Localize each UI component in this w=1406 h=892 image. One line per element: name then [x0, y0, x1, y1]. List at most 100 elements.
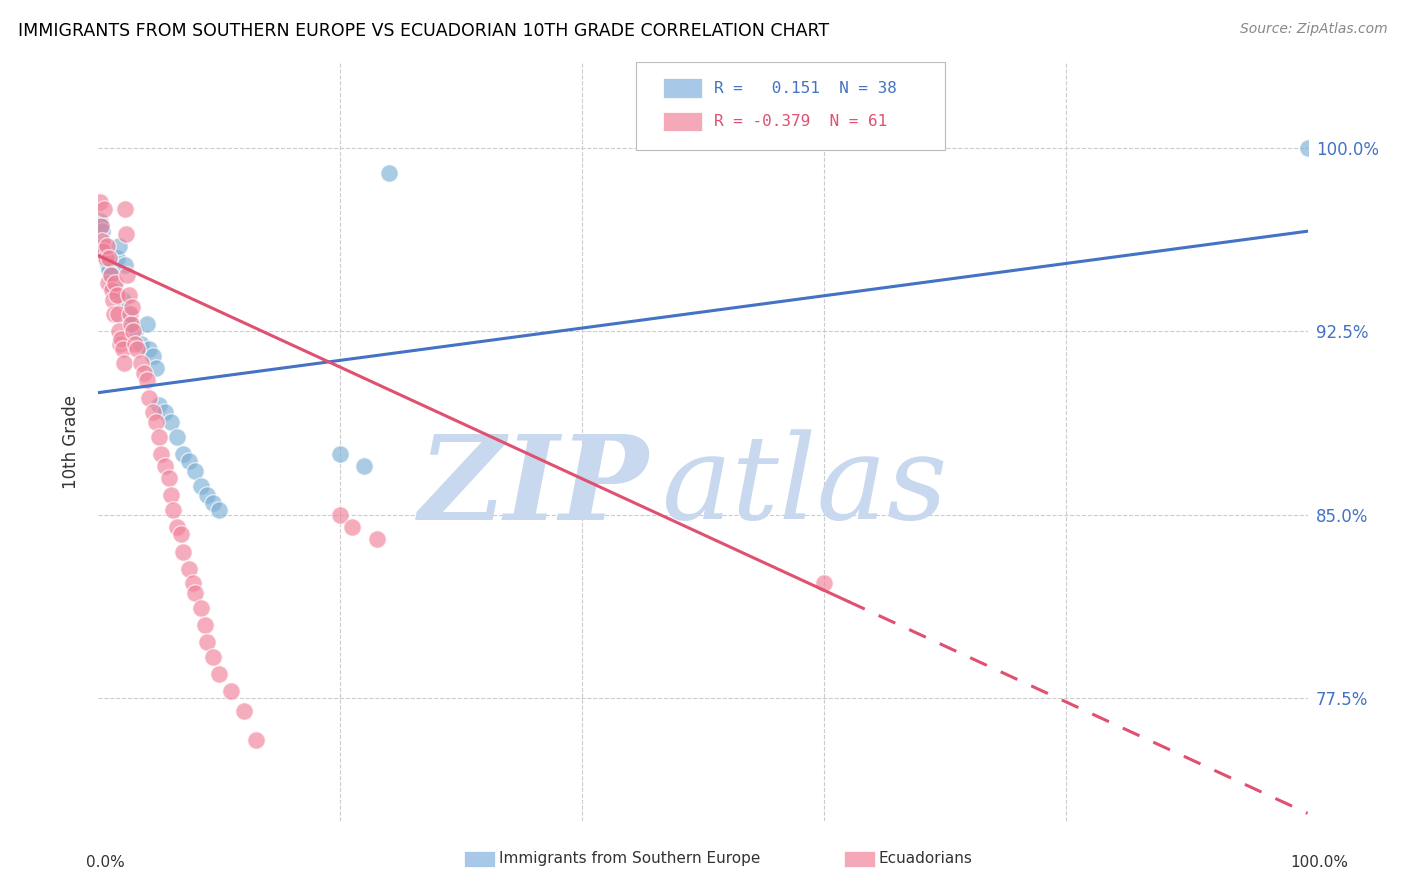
Text: Ecuadorians: Ecuadorians	[879, 852, 973, 866]
Point	[160, 488, 183, 502]
Point	[97, 276, 120, 290]
Point	[145, 415, 167, 429]
Point	[377, 165, 399, 179]
Text: 0.0%: 0.0%	[86, 855, 125, 870]
Point	[104, 276, 127, 290]
Point	[138, 342, 160, 356]
Point	[90, 219, 112, 234]
Point	[122, 325, 145, 339]
Point	[115, 227, 138, 241]
Point	[89, 214, 111, 228]
Point	[245, 733, 267, 747]
Point	[94, 249, 117, 263]
Point	[105, 251, 128, 265]
Point	[232, 704, 254, 718]
Text: IMMIGRANTS FROM SOUTHERN EUROPE VS ECUADORIAN 10TH GRADE CORRELATION CHART: IMMIGRANTS FROM SOUTHERN EUROPE VS ECUAD…	[18, 22, 830, 40]
Point	[135, 317, 157, 331]
Point	[172, 447, 194, 461]
Point	[142, 349, 165, 363]
Point	[202, 496, 225, 510]
Point	[190, 478, 212, 492]
Point	[135, 373, 157, 387]
Point	[169, 527, 191, 541]
Point	[105, 287, 128, 301]
Point	[208, 503, 231, 517]
Point	[172, 544, 194, 558]
Point	[103, 307, 125, 321]
Point	[89, 194, 111, 209]
Point	[118, 287, 141, 301]
Point	[179, 562, 201, 576]
Point	[184, 586, 207, 600]
Point	[108, 336, 131, 351]
Point	[342, 520, 364, 534]
Point	[118, 307, 141, 321]
Point	[120, 317, 142, 331]
Point	[145, 361, 167, 376]
Point	[366, 533, 388, 547]
Point	[148, 430, 170, 444]
Text: 100.0%: 100.0%	[1289, 855, 1348, 870]
Point	[93, 244, 115, 258]
Point	[124, 325, 146, 339]
Point	[101, 293, 124, 307]
Point	[153, 458, 176, 473]
Point	[91, 239, 114, 253]
Point	[162, 503, 184, 517]
Bar	[664, 78, 702, 98]
Point	[112, 356, 135, 370]
Point	[101, 278, 124, 293]
Point	[179, 454, 201, 468]
Point	[91, 224, 114, 238]
Point	[114, 202, 136, 217]
Point	[96, 253, 118, 268]
Point	[166, 520, 188, 534]
Point	[138, 391, 160, 405]
Point	[110, 332, 132, 346]
Point	[190, 600, 212, 615]
Point	[124, 336, 146, 351]
Point	[153, 405, 176, 419]
Point	[117, 268, 139, 283]
Point	[118, 307, 141, 321]
Point	[98, 263, 121, 277]
Point	[114, 259, 136, 273]
Point	[150, 447, 173, 461]
Point	[94, 251, 117, 265]
Point	[107, 307, 129, 321]
Point	[121, 317, 143, 331]
Point	[194, 618, 217, 632]
Point	[353, 458, 375, 473]
Point	[157, 471, 180, 485]
Text: Source: ZipAtlas.com: Source: ZipAtlas.com	[1240, 22, 1388, 37]
Text: Immigrants from Southern Europe: Immigrants from Southern Europe	[499, 852, 761, 866]
Point	[108, 325, 131, 339]
Point	[813, 576, 835, 591]
Point	[108, 239, 131, 253]
Point	[90, 219, 112, 234]
Point	[160, 415, 183, 429]
Point	[91, 234, 114, 248]
Text: ZIP: ZIP	[419, 430, 648, 544]
Point	[121, 300, 143, 314]
Point	[208, 666, 231, 681]
Point	[329, 508, 352, 522]
Point	[142, 405, 165, 419]
Text: R = -0.379  N = 61: R = -0.379 N = 61	[714, 114, 887, 129]
Point	[129, 336, 152, 351]
Point	[1296, 141, 1319, 155]
Point	[111, 293, 134, 307]
Point	[127, 342, 149, 356]
Point	[98, 251, 121, 265]
Point	[184, 464, 207, 478]
Point	[100, 283, 122, 297]
Text: R =   0.151  N = 38: R = 0.151 N = 38	[714, 80, 897, 95]
Point	[91, 244, 114, 258]
Text: atlas: atlas	[661, 430, 948, 544]
Point	[96, 239, 118, 253]
Point	[221, 684, 243, 698]
Point	[100, 268, 122, 283]
Bar	[664, 112, 702, 131]
Point	[202, 649, 225, 664]
Point	[100, 268, 122, 283]
